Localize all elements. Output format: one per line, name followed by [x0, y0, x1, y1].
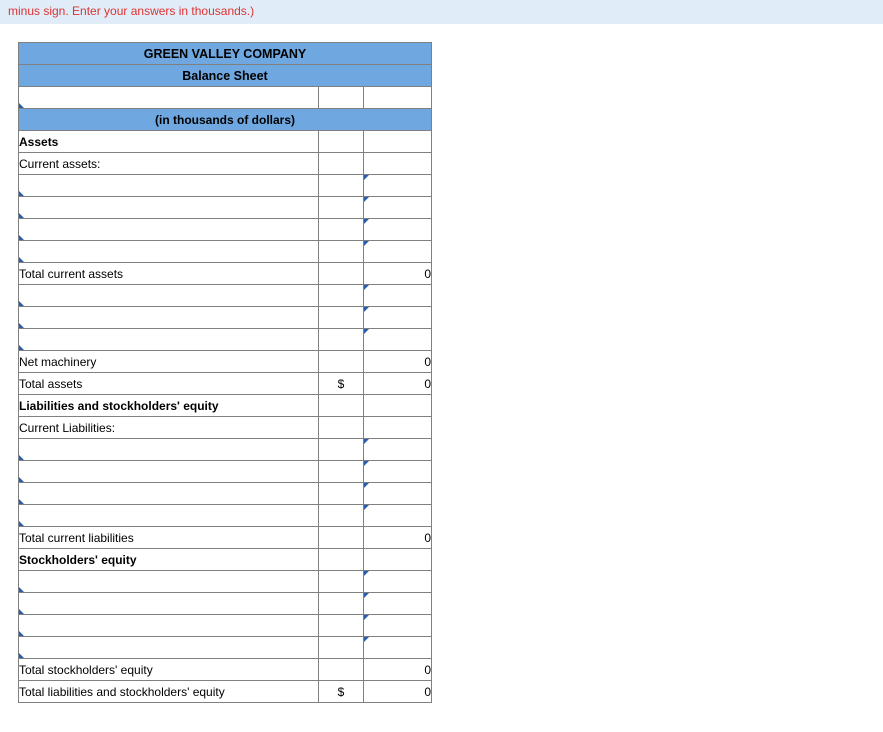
sheet-title: Balance Sheet — [19, 65, 432, 87]
blank-cell — [319, 571, 364, 593]
asset-value-input[interactable] — [364, 307, 432, 329]
blank-cell — [319, 615, 364, 637]
blank-cell — [319, 395, 364, 417]
blank-cell — [319, 285, 364, 307]
total-se-value: 0 — [364, 659, 432, 681]
asset-line-input[interactable] — [19, 285, 319, 307]
total-current-liabilities-label: Total current liabilities — [19, 527, 319, 549]
total-assets-value: 0 — [364, 373, 432, 395]
asset-line-input[interactable] — [19, 219, 319, 241]
equity-line-input[interactable] — [19, 593, 319, 615]
total-liab-se-value: 0 — [364, 681, 432, 703]
asset-line-input[interactable] — [19, 175, 319, 197]
blank-cell — [319, 241, 364, 263]
asset-value-input[interactable] — [364, 285, 432, 307]
units-header: (in thousands of dollars) — [19, 109, 432, 131]
blank-cell — [319, 439, 364, 461]
total-liab-se-label: Total liabilities and stockholders' equi… — [19, 681, 319, 703]
asset-line-input[interactable] — [19, 329, 319, 351]
current-assets-label: Current assets: — [19, 153, 319, 175]
total-current-liabilities-value: 0 — [364, 527, 432, 549]
liability-value-input[interactable] — [364, 483, 432, 505]
blank-cell — [319, 131, 364, 153]
blank-cell — [319, 659, 364, 681]
company-header: GREEN VALLEY COMPANY — [19, 43, 432, 65]
liability-line-input[interactable] — [19, 483, 319, 505]
total-se-label: Total stockholders' equity — [19, 659, 319, 681]
instruction-bar: minus sign. Enter your answers in thousa… — [0, 0, 883, 24]
blank-cell — [364, 153, 432, 175]
blank-cell — [319, 329, 364, 351]
blank-cell — [319, 505, 364, 527]
current-liabilities-label: Current Liabilities: — [19, 417, 319, 439]
total-current-assets-value: 0 — [364, 263, 432, 285]
blank-cell — [319, 461, 364, 483]
asset-line-input[interactable] — [19, 307, 319, 329]
total-assets-currency: $ — [319, 373, 364, 395]
equity-value-input[interactable] — [364, 593, 432, 615]
net-machinery-label: Net machinery — [19, 351, 319, 373]
blank-cell — [364, 131, 432, 153]
blank-cell — [319, 637, 364, 659]
asset-line-input[interactable] — [19, 241, 319, 263]
liability-line-input[interactable] — [19, 439, 319, 461]
liability-value-input[interactable] — [364, 439, 432, 461]
blank-cell — [319, 263, 364, 285]
total-liab-se-currency: $ — [319, 681, 364, 703]
blank-cell — [319, 483, 364, 505]
asset-value-input[interactable] — [364, 241, 432, 263]
asset-value-input[interactable] — [364, 175, 432, 197]
asset-value-input[interactable] — [364, 329, 432, 351]
asset-value-input[interactable] — [364, 197, 432, 219]
blank-cell — [364, 87, 432, 109]
liability-line-input[interactable] — [19, 461, 319, 483]
equity-line-input[interactable] — [19, 571, 319, 593]
blank-cell — [319, 307, 364, 329]
liabilities-se-label: Liabilities and stockholders' equity — [19, 395, 319, 417]
total-current-assets-label: Total current assets — [19, 263, 319, 285]
stockholders-equity-label: Stockholders' equity — [19, 549, 319, 571]
blank-cell — [364, 417, 432, 439]
equity-line-input[interactable] — [19, 637, 319, 659]
date-input[interactable] — [19, 87, 319, 109]
blank-cell — [319, 417, 364, 439]
blank-cell — [319, 527, 364, 549]
assets-label: Assets — [19, 131, 319, 153]
equity-line-input[interactable] — [19, 615, 319, 637]
blank-cell — [364, 549, 432, 571]
net-machinery-value: 0 — [364, 351, 432, 373]
equity-value-input[interactable] — [364, 637, 432, 659]
balance-sheet-table: GREEN VALLEY COMPANY Balance Sheet (in t… — [18, 42, 432, 703]
asset-value-input[interactable] — [364, 219, 432, 241]
asset-line-input[interactable] — [19, 197, 319, 219]
blank-cell — [364, 395, 432, 417]
equity-value-input[interactable] — [364, 615, 432, 637]
blank-cell — [319, 351, 364, 373]
blank-cell — [319, 549, 364, 571]
blank-cell — [319, 219, 364, 241]
liability-value-input[interactable] — [364, 505, 432, 527]
blank-cell — [319, 153, 364, 175]
liability-line-input[interactable] — [19, 505, 319, 527]
blank-cell — [319, 197, 364, 219]
equity-value-input[interactable] — [364, 571, 432, 593]
blank-cell — [319, 87, 364, 109]
total-assets-label: Total assets — [19, 373, 319, 395]
balance-sheet-container: GREEN VALLEY COMPANY Balance Sheet (in t… — [0, 24, 883, 703]
instruction-text: minus sign. Enter your answers in thousa… — [8, 4, 254, 18]
blank-cell — [319, 593, 364, 615]
liability-value-input[interactable] — [364, 461, 432, 483]
blank-cell — [319, 175, 364, 197]
